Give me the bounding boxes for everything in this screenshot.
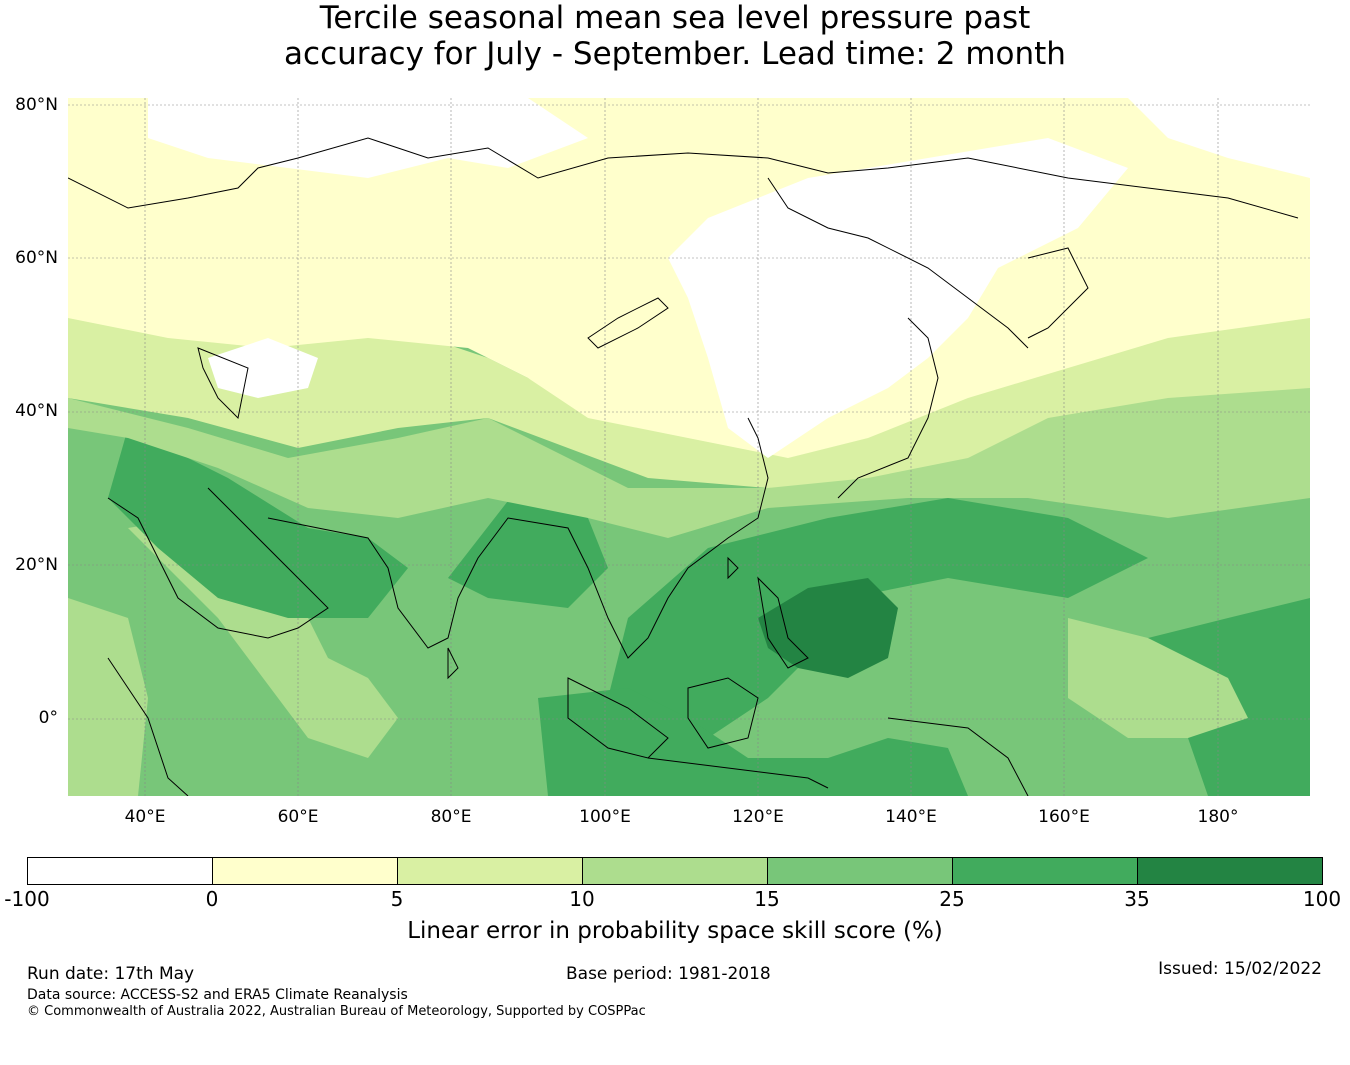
issued-date: Issued: 15/02/2022 <box>1158 959 1322 979</box>
coastlines <box>68 137 1299 796</box>
lat-label-40n: 40°N <box>15 401 58 421</box>
colorbar-tick: -100 <box>4 887 50 911</box>
band-25-35-bay <box>448 488 608 608</box>
colorbar-tick: 35 <box>1124 887 1150 911</box>
colorbar-tick: 5 <box>390 887 404 911</box>
band-10-15-mid <box>68 368 1310 538</box>
lon-label-80e: 80°E <box>430 807 472 827</box>
data-source: Data source: ACCESS-S2 and ERA5 Climate … <box>27 987 408 1003</box>
lon-label-120e: 120°E <box>732 807 784 827</box>
lat-label-80n: 80°N <box>15 95 58 115</box>
skill-score-map <box>68 98 1310 796</box>
band-neg-north-east <box>1128 98 1310 178</box>
colorbar-tick: 100 <box>1302 887 1342 911</box>
chart-title: Tercile seasonal mean sea level pressure… <box>0 0 1350 72</box>
lon-label-40e: 40°E <box>124 807 166 827</box>
lon-label-100e: 100°E <box>579 807 631 827</box>
run-date: Run date: 17th May <box>27 964 195 984</box>
band-25-35-maritime <box>538 688 968 796</box>
colorbar-segment <box>1138 858 1322 884</box>
title-line-1: Tercile seasonal mean sea level pressure… <box>319 0 1031 36</box>
colorbar-tick: 0 <box>205 887 219 911</box>
colorbar-segment <box>213 858 398 884</box>
lat-label-0: 0° <box>38 708 58 728</box>
band-neg-siberia <box>668 138 1128 458</box>
band-neg-caspian <box>208 338 318 398</box>
colorbar-label: Linear error in probability space skill … <box>407 918 943 944</box>
title-line-2: accuracy for July - September. Lead time… <box>284 36 1066 72</box>
band-25-35-west-pacific <box>608 498 1148 738</box>
colorbar <box>27 857 1323 885</box>
colorbar-segment <box>768 858 953 884</box>
base-period: Base period: 1981-2018 <box>566 964 771 984</box>
band-10-15-southwest <box>68 598 148 796</box>
lat-label-60n: 60°N <box>15 248 58 268</box>
lon-label-160e: 160°E <box>1038 807 1090 827</box>
colorbar-segment <box>28 858 213 884</box>
colorbar-segment <box>583 858 768 884</box>
band-25-35-east-pacific <box>1148 598 1310 796</box>
band-35-100-philippine-sea <box>758 578 898 678</box>
colorbar-tick: 15 <box>754 887 780 911</box>
lat-label-20n: 20°N <box>15 555 58 575</box>
lon-label-180: 180° <box>1197 807 1239 827</box>
lon-label-60e: 60°E <box>277 807 319 827</box>
lon-label-140e: 140°E <box>885 807 937 827</box>
colorbar-segment <box>953 858 1138 884</box>
band-5-10-mid <box>68 298 1310 488</box>
colorbar-tick: 10 <box>569 887 595 911</box>
colorbar-tick: 25 <box>939 887 965 911</box>
band-25-35-india <box>108 428 408 618</box>
colorbar-segment <box>398 858 583 884</box>
copyright: © Commonwealth of Australia 2022, Austra… <box>27 1004 646 1019</box>
